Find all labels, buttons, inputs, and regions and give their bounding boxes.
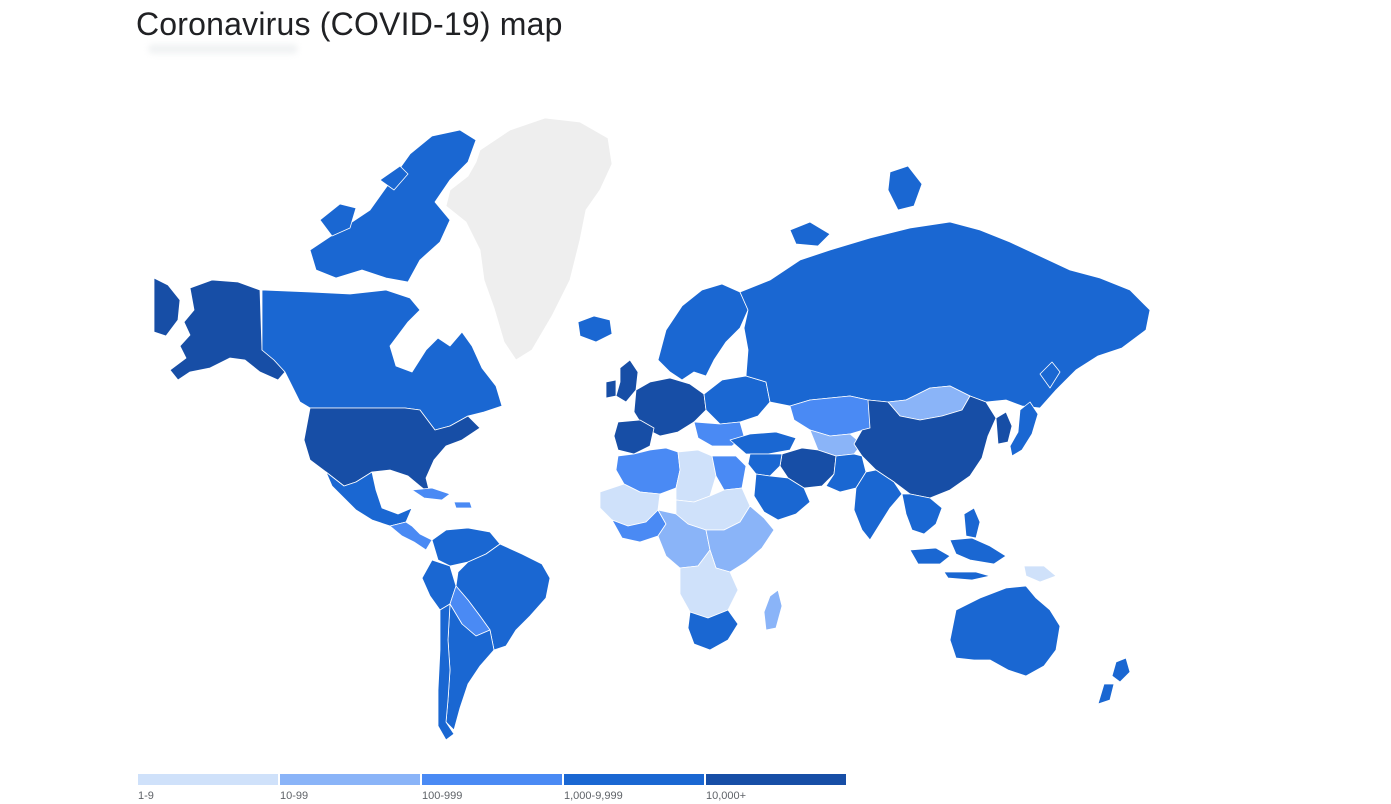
legend-item: 10,000+: [706, 774, 846, 802]
region-philippines[interactable]: [963, 507, 981, 539]
region-korea[interactable]: [995, 411, 1013, 445]
region-uk[interactable]: [615, 359, 639, 403]
region-new-zealand-south[interactable]: [1097, 683, 1115, 705]
region-south-africa[interactable]: [687, 609, 739, 651]
region-alaska-west[interactable]: [153, 277, 181, 337]
region-egypt[interactable]: [711, 455, 747, 491]
region-indonesia-2[interactable]: [949, 537, 1007, 565]
region-iberia[interactable]: [613, 419, 655, 455]
region-russia[interactable]: [739, 221, 1151, 409]
region-scandinavia[interactable]: [657, 283, 749, 381]
legend-label: 1,000-9,999: [564, 790, 623, 802]
region-canada-arctic-3[interactable]: [379, 165, 409, 191]
region-iran[interactable]: [779, 447, 837, 489]
region-central-america[interactable]: [389, 521, 433, 551]
legend-swatch: [422, 774, 562, 785]
page-title: Coronavirus (COVID-19) map: [136, 6, 563, 42]
region-greenland[interactable]: [445, 117, 613, 361]
region-russia-arctic[interactable]: [789, 221, 831, 247]
legend-swatch: [138, 774, 278, 785]
legend-label: 1-9: [138, 790, 154, 802]
region-japan[interactable]: [1009, 401, 1039, 457]
region-madagascar[interactable]: [763, 589, 783, 631]
legend-label: 100-999: [422, 790, 463, 802]
region-indonesia[interactable]: [909, 547, 951, 565]
legend-item: 100-999: [422, 774, 562, 802]
region-middle-east[interactable]: [747, 453, 783, 477]
legend-label: 10-99: [280, 790, 309, 802]
region-india[interactable]: [853, 469, 903, 541]
region-alaska[interactable]: [169, 279, 286, 381]
region-png[interactable]: [1023, 565, 1057, 583]
region-mexico[interactable]: [325, 471, 413, 527]
region-caribbean-2[interactable]: [453, 501, 473, 509]
region-china[interactable]: [853, 395, 997, 499]
region-russia-arctic-2[interactable]: [887, 165, 923, 211]
region-australia[interactable]: [949, 585, 1061, 677]
region-canada-arctic-2[interactable]: [319, 203, 357, 237]
region-southern-africa[interactable]: [679, 549, 739, 619]
region-saudi-arabia[interactable]: [753, 473, 811, 521]
legend-item: 1,000-9,999: [564, 774, 704, 802]
world-map-svg[interactable]: [150, 110, 1160, 750]
region-chile[interactable]: [437, 603, 455, 741]
legend-swatch: [706, 774, 846, 785]
region-se-asia[interactable]: [901, 493, 943, 535]
legend-item: 10-99: [280, 774, 420, 802]
blurred-subtitle: [148, 44, 298, 54]
region-eastern-europe[interactable]: [703, 375, 771, 425]
region-japan-north[interactable]: [1039, 361, 1061, 389]
legend-swatch: [280, 774, 420, 785]
region-ireland[interactable]: [605, 379, 617, 399]
world-map[interactable]: [150, 110, 1160, 750]
region-libya-niger[interactable]: [675, 449, 717, 503]
region-canada[interactable]: [261, 289, 503, 431]
region-new-zealand[interactable]: [1111, 657, 1131, 683]
region-indonesia-3[interactable]: [943, 571, 991, 581]
legend-item: 1-9: [138, 774, 278, 802]
legend-label: 10,000+: [706, 790, 747, 802]
region-iceland[interactable]: [577, 315, 613, 343]
legend: 1-9 10-99 100-999 1,000-9,999 10,000+: [138, 774, 846, 802]
legend-swatch: [564, 774, 704, 785]
region-caribbean[interactable]: [411, 487, 451, 501]
